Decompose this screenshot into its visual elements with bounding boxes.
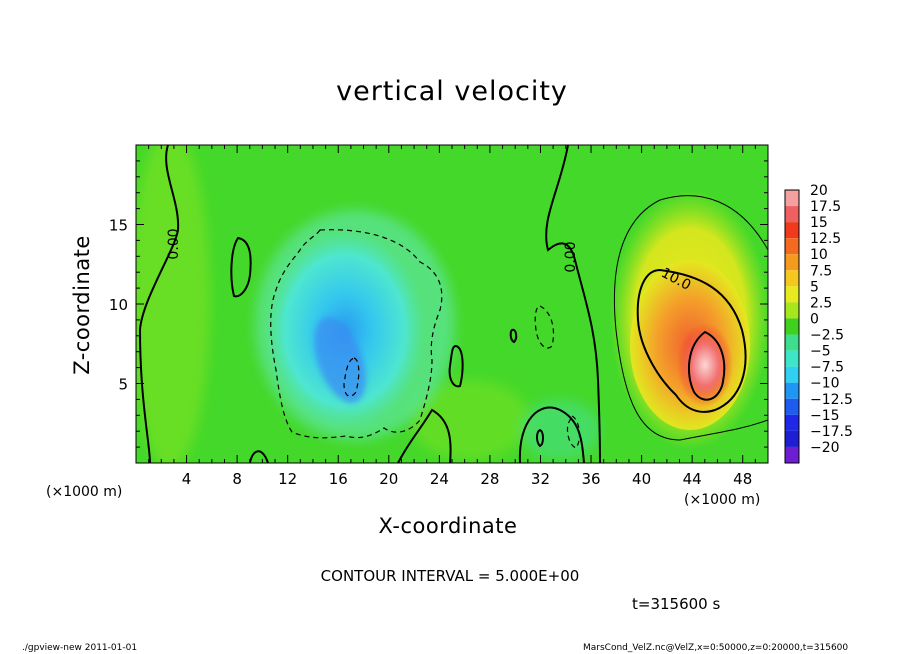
x-tick-label: 20 [379, 470, 398, 488]
colorbar-swatch [785, 302, 799, 319]
footer-source: MarsCond_VelZ.nc@VelZ,x=0:50000,z=0:2000… [583, 643, 849, 653]
colorbar-label: −10 [810, 376, 840, 392]
fifteen-contour [688, 330, 726, 401]
zero-contour-dot-2 [536, 428, 544, 448]
time-label: t=315600 s [632, 595, 721, 613]
zero-contour-bottom [397, 408, 452, 463]
x-tick-label: 40 [632, 470, 651, 488]
colorbar-label: 15 [810, 215, 828, 231]
weak-updraft-band-left [136, 145, 210, 463]
colorbar-swatch [785, 206, 799, 223]
zero-contour-left [138, 145, 180, 463]
y-tick-label: 10 [109, 296, 128, 314]
x-unit-label-left: (×1000 m) [46, 484, 123, 500]
zero-contour-dot [509, 328, 518, 344]
colorbar-swatch [785, 190, 799, 207]
colorbar-swatch [785, 270, 799, 287]
zero-contour-right [545, 145, 601, 463]
colorbar-label: −2.5 [810, 328, 844, 344]
x-axis: 4 8 12 16 20 24 28 32 36 40 44 48 [148, 145, 756, 488]
x-tick-label: 4 [182, 470, 192, 488]
colorbar-label: 20 [810, 183, 828, 199]
colorbar-label: −5 [810, 344, 831, 360]
colorbar-swatch [785, 366, 799, 383]
colorbar-swatch [785, 414, 799, 431]
y-axis: 5 10 15 [109, 160, 768, 448]
colorbar-swatch [785, 350, 799, 367]
minus-five-contour [270, 229, 443, 439]
contour-lines [138, 145, 768, 463]
colorbar-swatch [785, 446, 799, 463]
colorbar-label: −20 [810, 440, 840, 456]
colorbar-swatch [785, 238, 799, 255]
colorbar-label: −12.5 [810, 392, 853, 408]
chart-title: vertical velocity [336, 76, 568, 107]
contour-interval-label: CONTOUR INTERVAL = 5.000E+00 [320, 567, 580, 585]
x-tick-label: 16 [329, 470, 348, 488]
colorbar-label: 10 [810, 247, 828, 263]
colorbar-label: 17.5 [810, 199, 841, 215]
x-tick-label: 8 [232, 470, 242, 488]
x-tick-label: 32 [531, 470, 550, 488]
colorbar-label: 0 [810, 311, 819, 327]
zero-contour-blob-1 [230, 236, 252, 298]
heatmap-field [136, 145, 768, 463]
colorbar-swatch [785, 398, 799, 415]
colorbar: 2017.51512.5107.552.50−2.5−5−7.5−10−12.5… [784, 183, 853, 464]
colorbar-label: −7.5 [810, 360, 844, 376]
zero-contour-blob-2 [448, 344, 464, 388]
ten-contour [636, 268, 747, 413]
colorbar-swatch [785, 382, 799, 399]
x-tick-label: 28 [480, 470, 499, 488]
colorbar-label: −17.5 [810, 424, 853, 440]
colorbar-swatch [785, 334, 799, 351]
footer-program: ./gpview-new 2011-01-01 [22, 643, 138, 653]
downdraft-core [314, 317, 366, 403]
minus-five-contour-small [534, 305, 555, 349]
x-tick-label: 12 [278, 470, 297, 488]
x-tick-label: 44 [683, 470, 702, 488]
y-axis-label: Z-coordinate [70, 235, 94, 375]
zero-contour-tiny [249, 450, 269, 463]
x-tick-label: 48 [733, 470, 752, 488]
contour-label-2: 0.00 [563, 241, 579, 272]
y-tick-label: 15 [109, 217, 128, 235]
colorbar-swatch [785, 286, 799, 303]
colorbar-swatch [785, 318, 799, 335]
x-tick-label: 24 [430, 470, 449, 488]
y-tick-label: 5 [118, 376, 128, 394]
x-tick-label: 36 [581, 470, 600, 488]
colorbar-swatch [785, 430, 799, 447]
colorbar-swatch [785, 222, 799, 239]
colorbar-swatch [785, 254, 799, 271]
zero-contour-bottom-2 [518, 406, 585, 463]
x-axis-label: X-coordinate [378, 514, 518, 538]
colorbar-label: 2.5 [810, 295, 832, 311]
colorbar-label: 5 [810, 279, 819, 295]
colorbar-label: 12.5 [810, 231, 841, 247]
colorbar-frame [784, 189, 800, 464]
x-unit-label-right: (×1000 m) [684, 492, 761, 508]
colorbar-label: −15 [810, 408, 840, 424]
minus-five-contour-small-2 [566, 415, 581, 449]
negative-contours [270, 229, 581, 449]
five-contour [613, 195, 768, 441]
minus-ten-contour [343, 357, 360, 397]
weak-updraft-band-mid [410, 380, 530, 460]
colorbar-label: 7.5 [810, 263, 832, 279]
contour-label-1: 0.00 [166, 228, 182, 259]
